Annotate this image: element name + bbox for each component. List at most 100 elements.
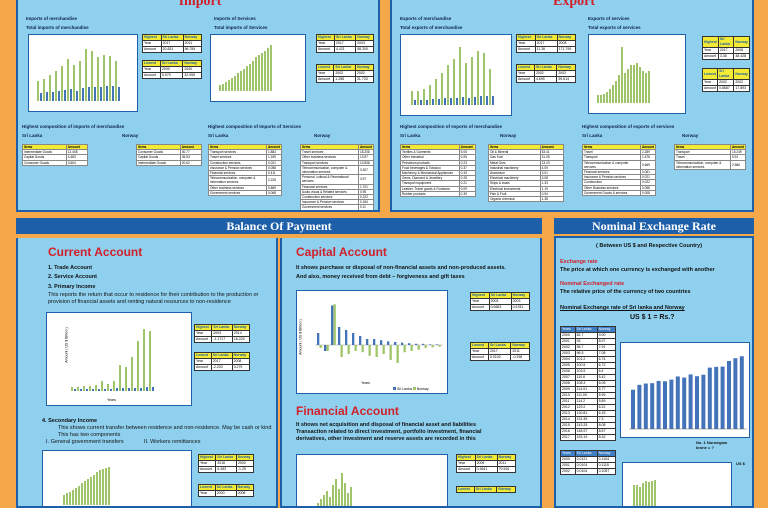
chart-bar [631,389,635,429]
table-cell: Amount [357,143,375,151]
chart-bar [338,327,341,345]
table-row: 2017 153.19 8.32 [560,434,617,441]
primary-chart-xlabel: Years [107,398,116,402]
chart-bar [429,344,432,345]
cell: 4.421 [333,46,357,53]
chart-bar [408,343,411,345]
table-cell: 0.669 [265,184,283,191]
exchange-rate-table: Years Sri Lanka Norway 2000 82.7 9.00 2001 93 8.… [560,326,617,441]
row-amount: Amount [315,76,335,83]
table-cell: 0.39 [458,190,477,198]
imports-goods-chart-title: Total imports of merchandise [26,25,89,30]
table-row: Personal, cultural & Recreational servic… [300,174,375,185]
chart-bar [656,380,661,429]
nominal-rate-label: Nominal Exchanged rate [560,281,625,287]
secondary-income-sub: This has two components [58,432,121,438]
export-comp-services-no-label: Norway [682,133,699,138]
table-row: Consumer Goods 3.664 [22,159,89,166]
table-cell: 10.836 [357,159,375,166]
chart-bar [424,345,427,348]
secondary-income-chart [42,450,192,506]
label-lowest: Lowest [701,68,719,80]
chart-bar [354,345,357,351]
chart-bar [415,343,418,345]
chart-bar [389,345,392,360]
table-cell: 1.159 [265,154,283,161]
exports-goods-chart-title: Total exports of merchandise [400,25,463,30]
label-highest: Highest [702,36,719,48]
chart-bar [396,345,399,363]
table-cell: 0.068 [265,189,283,197]
chart-bar [675,376,680,429]
export-title: Export [553,0,595,9]
import-comp-services-sl-label: Sri Lanka [208,133,229,138]
cell: 0.8687 [717,85,735,92]
table-cell: 0.222 [357,194,375,201]
export-panel: Export Exports of merchandise Total expo… [390,0,754,212]
chart-bar [643,383,648,429]
bop-banner: Balance Of Payment [16,218,542,234]
chart-bar [352,333,355,345]
table-cell: 1.883 [265,149,283,156]
imports-services-title: Imports of Services [214,16,256,21]
primary-chart-ylabel: Amount ( US $ Billion ) [64,327,69,363]
table-row: Government services 0.11 [300,204,375,210]
financial-text: It shows net acquisition and disposal of… [296,422,482,442]
cell: 0.0100 [487,354,512,361]
chart-bar [340,345,343,357]
imports-services-chart [210,34,306,102]
cell: 2008 [235,490,255,497]
financial-lowest-table: Lowest Sri Lanka Norway [456,486,516,493]
table-cell: 20.62 [179,159,203,166]
table-cell: 0.058 [639,184,657,191]
import-comp-goods-no-table: Items Amount Consumer Goods 30.77 Capital Go… [136,143,203,166]
table-row: Audio visual & Related services 0.95 [300,188,375,196]
table-cell: 0.411 [265,169,283,177]
cell: 58.200 [355,46,374,53]
table-header: Years Sri Lanka Norway [560,450,617,457]
table-cell: Amount [179,143,203,151]
table-cell: Rubber products [400,190,460,198]
col-norway: Norway [733,36,750,48]
exports-services-chart-title: Total exports of services [588,25,641,30]
col-sri-lanka: Sri Lanka [717,68,735,80]
chart-bar [375,345,378,357]
row-amount: Amount [197,466,217,473]
table-cell: 0.669 [639,159,657,171]
table-cell: Telecommunication, computer & informatio… [208,175,267,186]
exchange-banner: Nominal Exchange Rate [554,218,754,234]
exchange-panel: ( Between US $ and Respective Country) E… [554,236,754,508]
table-cell: Telecommunication, computer & informatio… [300,164,359,176]
component-1: I. General government transfers [46,439,124,445]
table-row: Government Goods & services 0.008 [582,189,657,197]
table-cell: 2.586 [729,159,747,171]
imports-goods-bars [37,41,120,101]
row-amount: Amount [470,354,489,361]
table-row: Construction services 0.021 [208,159,283,166]
table-cell: 1.676 [639,154,657,161]
capital-legend: Sri Lanka Norway [393,387,429,391]
export-comp-goods-title: Highest composition of exports of mercha… [400,124,503,129]
table-cell: 1.701 [357,183,375,190]
table-cell: 0.021 [265,159,283,166]
cell: 20.831 [160,46,184,53]
legend-swatch-no [412,387,416,390]
chart-bar [382,345,385,354]
exchange-subtitle: ( Between US $ and Respective Country) [596,243,703,249]
table-row: 2008 108.3 6.05 [560,380,617,387]
secondary-income-bars [63,465,110,505]
exports-services-lowest-table: Lowest Sri Lanka Norway Year 2002 2002 Amoun… [701,68,750,92]
chart-bar [720,366,725,429]
table-cell: Amount [265,143,283,151]
table-cell: Amount [539,143,565,151]
cell: -2.203 [210,364,233,371]
capital-chart-plot [315,304,443,363]
current-account-title: Current Account [48,245,143,259]
norway-rate-chart [622,462,732,506]
table-cell: Machinery & Mechanical Appliances [400,169,460,177]
table-cell: 0.058 [265,164,283,172]
table-row: Insurance & Pension services 0.184 [300,199,375,206]
table-cell: 3.97 [357,174,375,185]
chart-bar [366,339,369,345]
table-cell: Amount [729,143,747,151]
